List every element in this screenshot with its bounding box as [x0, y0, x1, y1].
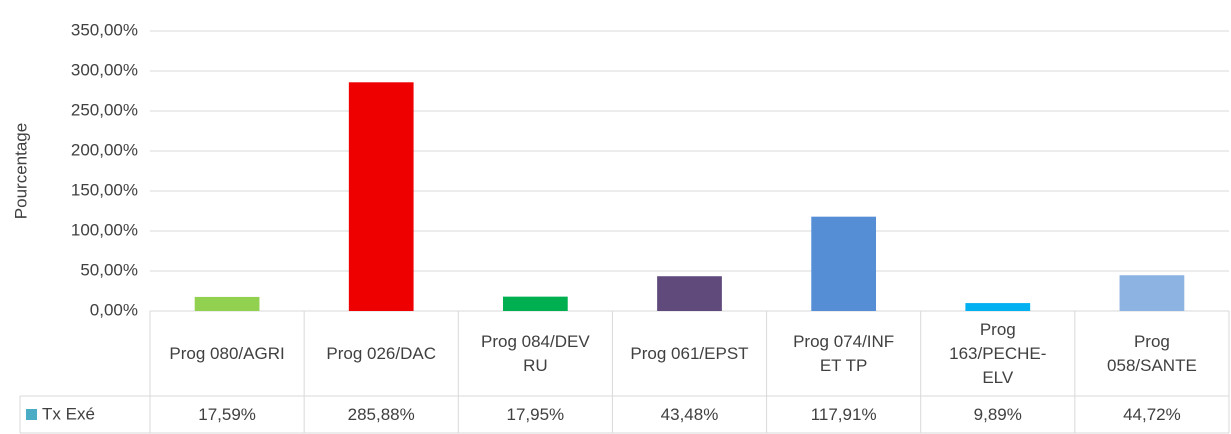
y-tick-label: 200,00% — [71, 140, 138, 159]
bar — [965, 303, 1031, 311]
x-tick-label: Prog 058/SANTE — [1107, 331, 1197, 375]
value-label: 9,89% — [973, 404, 1022, 424]
value-label: 117,91% — [810, 404, 877, 424]
bar — [811, 216, 877, 311]
x-tick-label: Prog 074/INF ET TP — [793, 331, 895, 375]
bar — [657, 276, 722, 311]
y-tick-label: 100,00% — [71, 220, 138, 239]
y-tick-label: 300,00% — [71, 60, 138, 79]
x-tick-label: Prog 061/EPST — [630, 343, 749, 363]
legend-swatch — [26, 409, 37, 420]
x-tick-label: Prog 080/AGRI — [169, 343, 285, 363]
bar — [348, 82, 414, 312]
x-tick-label: Prog 163/PECHE-ELV — [949, 319, 1047, 387]
value-label: 17,59% — [198, 404, 256, 424]
value-label: 285,88% — [347, 404, 415, 424]
legend-label: Tx Exé — [42, 404, 95, 423]
x-tick-label: Prog 084/DEV RU — [481, 331, 590, 375]
value-label: 44,72% — [1123, 404, 1181, 424]
value-label: 43,48% — [660, 404, 719, 424]
y-tick-label: 0,00% — [90, 300, 138, 319]
bar — [1119, 275, 1185, 311]
value-label: 17,95% — [506, 404, 565, 424]
y-tick-label: 50,00% — [80, 260, 138, 279]
bar — [194, 296, 260, 311]
y-tick-label: 250,00% — [71, 100, 138, 119]
x-tick-label: Prog 026/DAC — [326, 343, 437, 363]
y-tick-label: 150,00% — [71, 180, 138, 199]
y-axis-label: Pourcentage — [11, 123, 30, 219]
y-tick-label: 350,00% — [71, 20, 138, 39]
bar — [502, 296, 568, 311]
